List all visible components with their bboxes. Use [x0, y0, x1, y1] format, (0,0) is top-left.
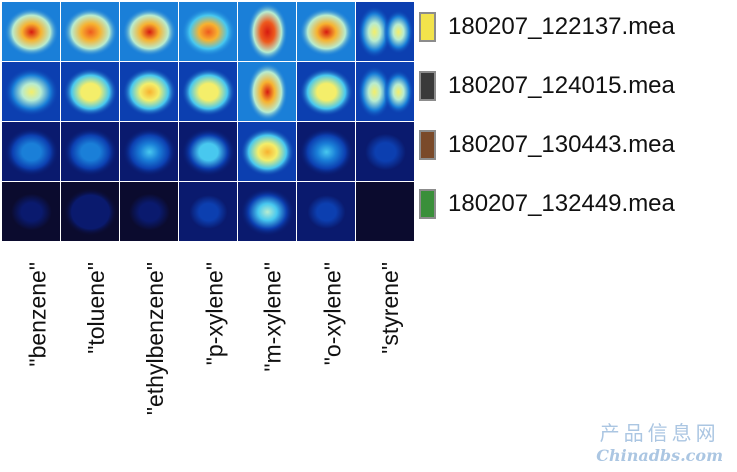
watermark-line-2: Chinadbs.com	[596, 446, 723, 465]
legend-swatch-2	[419, 71, 436, 101]
legend-item-2: 180207_124015.mea	[419, 66, 675, 106]
heatmap-cell	[297, 182, 355, 241]
heatmap-blob	[4, 128, 59, 176]
heatmap-blob	[383, 70, 414, 114]
heatmap-cell	[120, 182, 179, 241]
heatmap-cell	[238, 182, 296, 241]
heatmap-cell	[179, 122, 237, 181]
heatmap-cell	[120, 2, 178, 61]
heatmap-cell	[61, 182, 119, 241]
heatmap-cell	[179, 62, 237, 121]
heatmap-blob	[247, 3, 288, 61]
watermark-line-1: 产品信息网	[599, 421, 720, 445]
legend-item-4: 180207_132449.mea	[419, 184, 675, 224]
heatmap-blob	[357, 6, 392, 58]
legend-swatch-1	[419, 12, 436, 42]
heatmap-cell	[61, 62, 119, 121]
heatmap-cell	[356, 182, 415, 241]
heatmap-cell	[297, 62, 355, 121]
heatmap-blob	[63, 68, 118, 116]
heatmap-cell	[120, 122, 178, 181]
heatmap-blob	[63, 128, 118, 176]
heatmap-cell	[2, 122, 60, 181]
legend-label-3: 180207_130443.mea	[448, 131, 675, 158]
heatmap-blob	[247, 63, 288, 121]
column-label-toluene: "toluene"	[83, 262, 109, 354]
heatmap-cell	[2, 2, 60, 61]
heatmap	[2, 2, 415, 241]
heatmap-blob	[181, 128, 236, 176]
heatmap-blob	[299, 8, 354, 56]
heatmap-cell	[297, 122, 355, 181]
heatmap-blob	[181, 68, 236, 116]
heatmap-blob	[240, 188, 295, 236]
heatmap-blob	[122, 68, 177, 116]
heatmap-blob	[4, 68, 59, 116]
legend-label-1: 180207_122137.mea	[448, 13, 675, 40]
heatmap-cell	[356, 62, 414, 121]
legend-item-3: 180207_130443.mea	[419, 125, 675, 165]
column-label-p-xylene: "p-xylene"	[201, 262, 227, 366]
heatmap-blob	[2, 186, 61, 238]
heatmap-blob	[181, 8, 236, 56]
heatmap-cell	[356, 2, 414, 61]
heatmap-blob	[357, 66, 392, 118]
watermark: 产品信息网 Chinadbs.com	[596, 417, 723, 465]
heatmap-cell	[179, 182, 237, 241]
legend-swatch-4	[419, 189, 436, 219]
heatmap-cell	[179, 2, 237, 61]
heatmap-cell	[238, 122, 296, 181]
heatmap-blob	[63, 188, 118, 236]
heatmap-cell	[356, 122, 415, 181]
heatmap-blob	[4, 8, 59, 56]
heatmap-cell	[297, 2, 355, 61]
heatmap-blob	[356, 186, 415, 238]
heatmap-cell	[61, 122, 119, 181]
heatmap-cell	[61, 2, 119, 61]
column-label-ethylbenzene: "ethylbenzene"	[142, 262, 168, 416]
heatmap-blob	[240, 128, 295, 176]
heatmap-cell	[120, 62, 178, 121]
heatmap-blob	[120, 186, 179, 238]
heatmap-cell	[238, 62, 296, 121]
heatmap-blob	[299, 128, 354, 176]
heatmap-cell	[2, 62, 60, 121]
legend-label-4: 180207_132449.mea	[448, 190, 675, 217]
column-label-m-xylene: "m-xylene"	[260, 262, 286, 372]
legend-label-2: 180207_124015.mea	[448, 72, 675, 99]
column-label-benzene: "benzene"	[25, 262, 51, 367]
heatmap-cell	[2, 182, 61, 241]
heatmap-blob	[299, 188, 354, 236]
column-label-styrene: "styrene"	[377, 262, 403, 354]
heatmap-blob	[122, 8, 177, 56]
heatmap-blob	[122, 128, 177, 176]
heatmap-blob	[63, 8, 118, 56]
column-label-o-xylene: "o-xylene"	[319, 262, 345, 366]
heatmap-blob	[356, 126, 415, 178]
legend-swatch-3	[419, 130, 436, 160]
heatmap-blob	[299, 68, 354, 116]
heatmap-blob	[383, 10, 414, 54]
heatmap-blob	[181, 188, 236, 236]
heatmap-cell	[238, 2, 296, 61]
legend-item-1: 180207_122137.mea	[419, 7, 675, 47]
